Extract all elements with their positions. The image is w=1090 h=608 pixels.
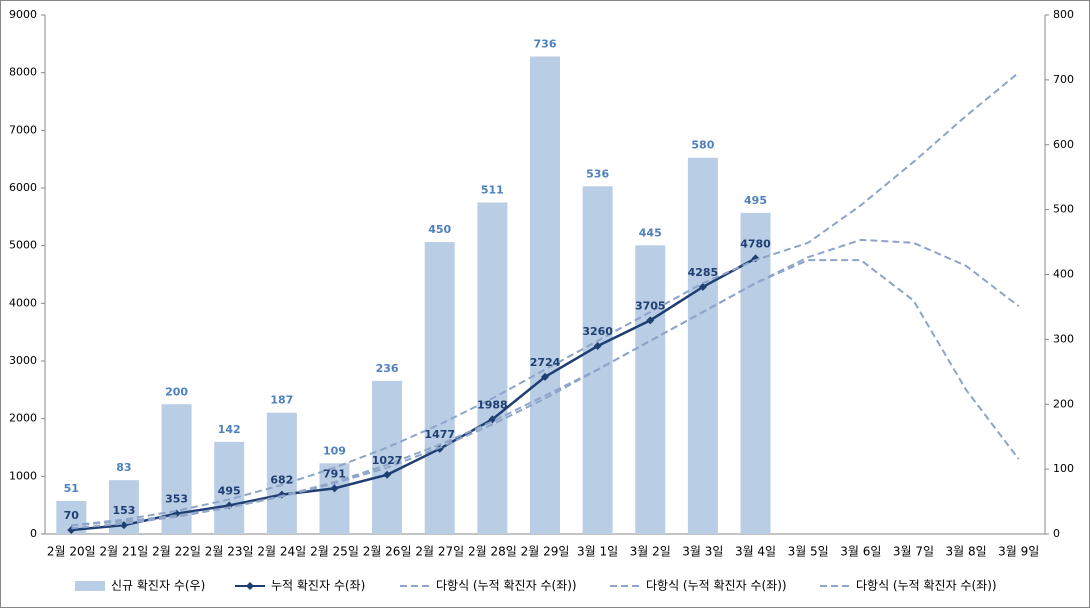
y2-tick-label: 800 bbox=[1053, 8, 1074, 21]
y-tick-label: 7000 bbox=[9, 123, 37, 136]
y2-tick-label: 200 bbox=[1053, 397, 1074, 410]
bar-value-label: 445 bbox=[639, 226, 662, 239]
line-value-label: 3260 bbox=[582, 325, 613, 338]
bar-value-label: 142 bbox=[218, 423, 241, 436]
x-tick-label: 2월 29일 bbox=[521, 545, 570, 559]
y-tick-label: 3000 bbox=[9, 354, 37, 367]
bar-value-label: 236 bbox=[376, 362, 399, 375]
line-marker bbox=[383, 470, 392, 479]
y-tick-label: 6000 bbox=[9, 181, 37, 194]
bar-value-label: 187 bbox=[270, 394, 293, 407]
y-tick-label: 1000 bbox=[9, 469, 37, 482]
y-tick-label: 8000 bbox=[9, 66, 37, 79]
line-value-label: 4780 bbox=[740, 237, 771, 250]
line-value-label: 2724 bbox=[530, 356, 561, 369]
legend-marker bbox=[246, 582, 254, 590]
y2-tick-label: 300 bbox=[1053, 332, 1074, 345]
bar bbox=[582, 186, 613, 534]
y-tick-label: 2000 bbox=[9, 412, 37, 425]
legend-label: 다항식 (누적 확진자 수(좌)) bbox=[856, 579, 997, 593]
bar-value-label: 495 bbox=[744, 194, 767, 207]
x-tick-label: 3월 6일 bbox=[840, 545, 881, 559]
x-tick-label: 2월 21일 bbox=[100, 545, 149, 559]
x-tick-label: 2월 23일 bbox=[205, 545, 254, 559]
y2-tick-label: 600 bbox=[1053, 138, 1074, 151]
legend-label: 다항식 (누적 확진자 수(좌)) bbox=[436, 579, 577, 593]
legend-swatch bbox=[75, 581, 105, 591]
bar bbox=[687, 157, 718, 534]
trend-line bbox=[71, 71, 1020, 527]
bar bbox=[635, 245, 666, 534]
line-value-label: 353 bbox=[165, 493, 188, 506]
bar bbox=[372, 380, 403, 534]
line-marker bbox=[698, 282, 707, 291]
y-tick-label: 9000 bbox=[9, 8, 37, 21]
x-tick-label: 3월 8일 bbox=[945, 545, 986, 559]
x-tick-label: 2월 25일 bbox=[310, 545, 359, 559]
y2-tick-label: 400 bbox=[1053, 268, 1074, 281]
y2-tick-label: 700 bbox=[1053, 73, 1074, 86]
x-tick-label: 2월 27일 bbox=[415, 545, 464, 559]
line-value-label: 1988 bbox=[477, 398, 508, 411]
x-tick-label: 2월 20일 bbox=[47, 545, 96, 559]
x-tick-label: 2월 28일 bbox=[468, 545, 517, 559]
legend-label: 누적 확진자 수(좌) bbox=[271, 579, 365, 593]
line bbox=[71, 257, 757, 532]
x-tick-label: 2월 22일 bbox=[152, 545, 201, 559]
line-value-label: 153 bbox=[112, 504, 135, 517]
bar bbox=[740, 212, 771, 534]
line-value-label: 495 bbox=[218, 484, 241, 497]
line-value-label: 1477 bbox=[424, 428, 455, 441]
line-marker bbox=[593, 342, 602, 351]
bar-value-label: 83 bbox=[116, 461, 131, 474]
legend-label: 다항식 (누적 확진자 수(좌)) bbox=[646, 579, 787, 593]
y2-tick-label: 0 bbox=[1053, 527, 1060, 540]
y-tick-label: 4000 bbox=[9, 296, 37, 309]
line-marker bbox=[330, 484, 339, 493]
bar bbox=[214, 441, 245, 534]
y2-tick-label: 500 bbox=[1053, 203, 1074, 216]
line-value-label: 3705 bbox=[635, 299, 666, 312]
bar-value-label: 51 bbox=[64, 482, 79, 495]
x-tick-label: 3월 2일 bbox=[630, 545, 671, 559]
x-tick-label: 2월 24일 bbox=[257, 545, 306, 559]
x-tick-label: 3월 3일 bbox=[682, 545, 723, 559]
legend-label: 신규 확진자 수(우) bbox=[111, 579, 205, 593]
line-value-label: 4285 bbox=[688, 266, 719, 279]
y-tick-label: 0 bbox=[30, 527, 37, 540]
bar bbox=[530, 56, 560, 535]
bar-value-label: 580 bbox=[691, 139, 714, 152]
x-tick-label: 3월 7일 bbox=[893, 545, 934, 559]
line-value-label: 791 bbox=[323, 467, 346, 480]
x-tick-label: 3월 5일 bbox=[788, 545, 829, 559]
bar-value-label: 109 bbox=[323, 444, 346, 457]
bar bbox=[319, 463, 350, 534]
bar bbox=[424, 242, 455, 534]
bar-value-label: 450 bbox=[428, 223, 451, 236]
x-tick-label: 2월 26일 bbox=[363, 545, 412, 559]
bar bbox=[477, 202, 508, 534]
line-marker bbox=[541, 372, 549, 381]
line-value-label: 1027 bbox=[372, 454, 403, 467]
bar-value-label: 200 bbox=[165, 385, 188, 398]
y-tick-label: 5000 bbox=[9, 239, 37, 252]
line-value-label: 682 bbox=[270, 474, 293, 487]
x-tick-label: 3월 1일 bbox=[577, 545, 618, 559]
bar-value-label: 511 bbox=[481, 183, 504, 196]
line-value-label: 70 bbox=[64, 509, 80, 522]
line-marker bbox=[646, 316, 655, 325]
bar-value-label: 536 bbox=[586, 167, 609, 180]
bar bbox=[266, 412, 297, 534]
x-tick-label: 3월 4일 bbox=[735, 545, 776, 559]
x-tick-label: 3월 9일 bbox=[998, 545, 1039, 559]
trend-line bbox=[71, 259, 1020, 527]
bar-value-label: 736 bbox=[534, 38, 557, 51]
y2-tick-label: 100 bbox=[1053, 462, 1074, 475]
